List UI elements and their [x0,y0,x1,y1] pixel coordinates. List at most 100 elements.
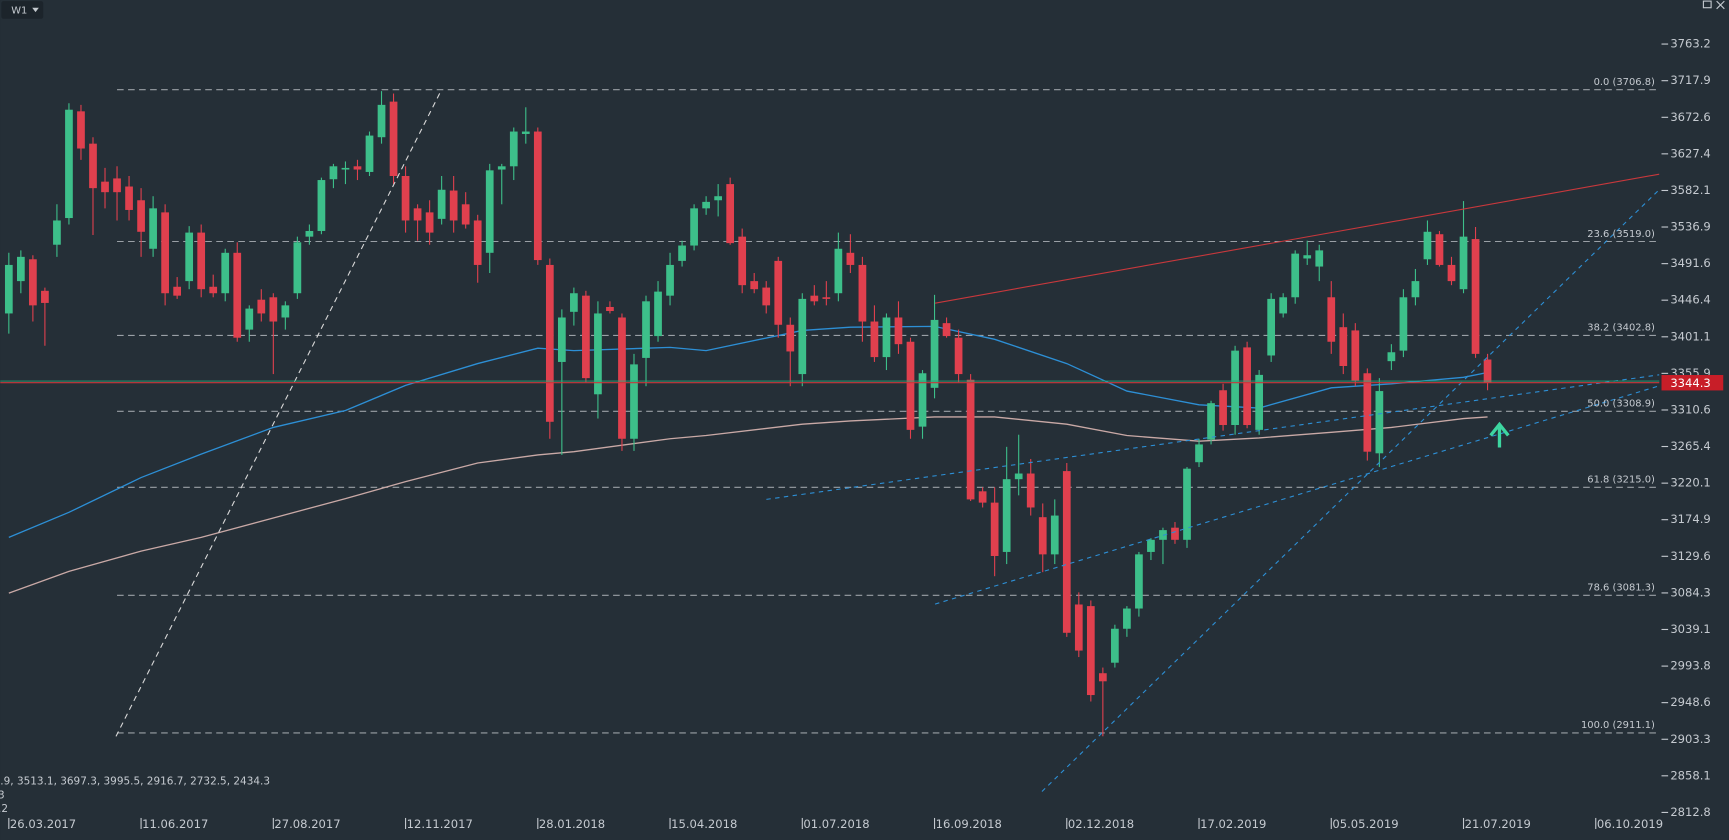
candle-body [1147,539,1155,552]
candle-body [1243,347,1251,426]
candle-body [834,248,843,294]
x-tick-label: 12.11.2017 [407,817,473,831]
candle-body [521,131,530,134]
candle-body [870,321,879,358]
y-tick-label: 2858.1 [1670,768,1710,782]
candle-body [1183,468,1191,540]
moving-average [8,416,1488,594]
candle-body [1086,606,1095,696]
candle-body [678,245,686,261]
fib-level-label: 78.6 (3081.3) [1587,583,1655,594]
candle-body [65,109,73,219]
timeframe-selector[interactable]: W1 [1,1,44,19]
candle-body [894,317,903,345]
candle-body [257,299,266,314]
candle-body [437,189,446,219]
dropdown-icon[interactable] [32,7,39,13]
y-tick-label: 3220.1 [1670,476,1710,490]
candle-body [1303,255,1312,259]
candle-body [1267,298,1276,356]
y-tick-label: 3084.3 [1670,585,1710,599]
candle-body [1423,231,1432,260]
x-tick-label: 27.08.2017 [274,817,340,831]
fib-level-label: 0.0 (3706.8) [1594,77,1655,88]
x-tick-label: 16.09.2018 [936,817,1002,831]
fib-level-label: 100.0 (2911.1) [1581,720,1655,731]
candle-body [533,131,542,261]
y-tick-label: 3582.1 [1670,183,1710,197]
candle-body [594,313,602,395]
window-controls[interactable] [1702,0,1725,10]
candle-body [41,290,49,303]
candle-body [77,111,85,149]
candle-body [1207,403,1215,440]
candle-body [449,190,458,221]
annotation: .2 [0,803,8,815]
candle-body [389,101,398,177]
trend-line [934,385,1660,605]
candle-body [858,264,867,322]
y-tick-label: 3174.9 [1670,512,1710,526]
timeframe-label[interactable]: W1 [11,5,27,16]
y-tick-label: 3310.6 [1670,402,1710,416]
y-tick-label: 2903.3 [1670,732,1710,746]
candle-body [1038,517,1047,555]
y-tick-label: 3627.4 [1670,146,1710,160]
x-tick-label: 17.02.2019 [1200,817,1266,831]
candle-body [173,286,182,296]
candle-body [545,264,554,422]
candle-body [1219,390,1227,426]
candle-body [473,220,482,265]
y-tick-label: 2948.6 [1670,695,1710,709]
candle-body [485,170,494,253]
candle-body [1231,350,1239,426]
candle-body [774,260,783,325]
candle-body [726,184,735,244]
trend-line [1041,189,1660,792]
x-tick-label: 02.12.2018 [1068,817,1134,831]
candle-body [822,297,831,299]
y-tick-label: 3039.1 [1670,622,1710,636]
timeframe-box[interactable] [1,1,44,19]
candle-body [798,298,807,375]
candle-body [1111,628,1119,663]
y-tick-label: 3265.4 [1670,439,1710,453]
candle-body [209,286,218,294]
candle-body [918,373,927,427]
candle-body [269,297,278,322]
candle-body [978,491,987,503]
candle-body [53,220,61,245]
candle-body [1459,236,1468,290]
x-tick-label: 06.10.2019 [1597,817,1663,831]
candle-body [1014,473,1023,480]
y-tick-label: 3763.2 [1670,37,1710,51]
candle-body [654,291,662,337]
candle-body [341,167,350,170]
arrow-up [1489,421,1510,448]
candle-body [149,208,157,249]
candle-body [1483,359,1492,383]
candle-body [509,131,518,167]
candle-body [666,264,674,296]
x-tick-label: 01.07.2018 [803,817,869,831]
candle-body [329,166,338,180]
plot-area [4,89,1660,737]
minimize-icon[interactable] [1702,0,1712,9]
fib-level-label: 38.2 (3402.8) [1587,323,1655,334]
candle-body [762,287,771,306]
candle-body [990,502,999,556]
close-icon[interactable] [1716,0,1725,10]
moving-average [8,325,1488,539]
y-tick-label: 3717.9 [1670,73,1710,87]
fib-level-label: 61.8 (3215.0) [1587,475,1655,486]
x-tick-label: 05.05.2019 [1332,817,1398,831]
candle-body [113,178,121,193]
candle-body [1291,253,1300,298]
candle-body [461,204,470,225]
x-tick-label: 21.07.2019 [1465,817,1531,831]
y-tick-label: 3491.6 [1670,256,1710,270]
trend-line [934,173,1660,304]
candle-body [197,232,206,290]
candle-body [557,317,566,362]
